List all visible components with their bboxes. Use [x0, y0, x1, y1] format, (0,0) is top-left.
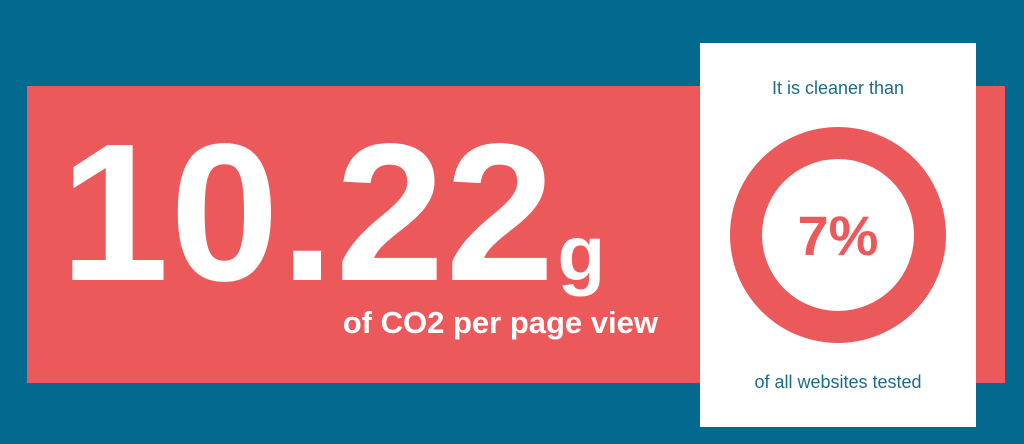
percentile-ring-circle [730, 127, 946, 343]
percentile-value: 7% [797, 203, 879, 267]
comparison-card: It is cleaner than 7% of all websites te… [700, 43, 976, 427]
emissions-caption: of CO2 per page view [342, 305, 658, 340]
emissions-amount: 10.22 g [60, 103, 606, 322]
percentile-ring [730, 127, 946, 343]
emissions-unit: g [557, 209, 606, 297]
emissions-value: 10.22 [60, 103, 556, 322]
comparison-bottom-text: of all websites tested [754, 372, 922, 392]
comparison-top-text: It is cleaner than [771, 78, 905, 98]
